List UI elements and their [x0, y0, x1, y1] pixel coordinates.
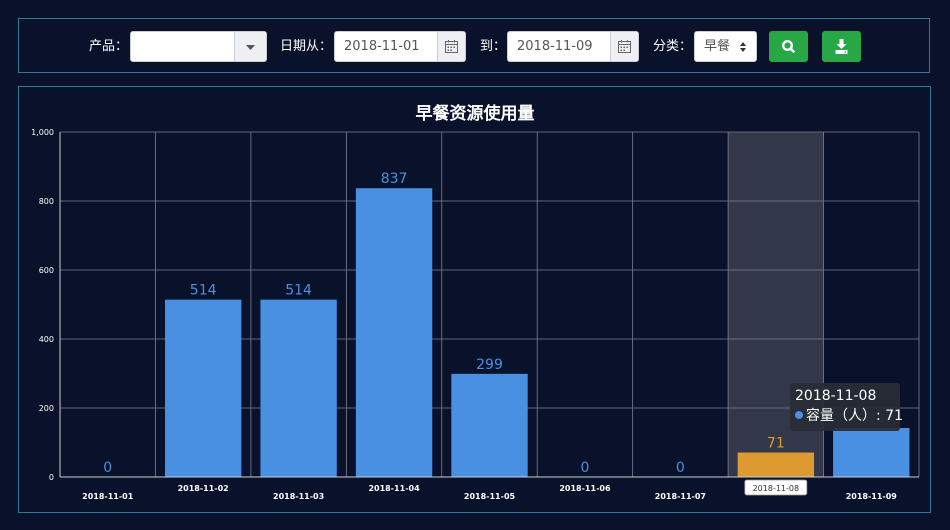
product-dropdown-button[interactable]	[234, 32, 266, 61]
download-icon	[835, 39, 848, 54]
date-to-calendar-button[interactable]	[610, 32, 638, 61]
x-tick-label: 2018-11-07	[655, 492, 706, 501]
category-select-value: 早餐	[704, 39, 731, 54]
product-label: 产品：	[89, 39, 129, 54]
bar-data-label: 0	[676, 460, 685, 476]
bar	[164, 299, 242, 477]
bar	[833, 428, 910, 477]
series-color-dot	[795, 411, 803, 419]
caret-down-icon	[246, 45, 255, 50]
x-tick-label: 2018-11-04	[368, 484, 420, 493]
bar-data-label: 0	[103, 460, 112, 476]
bar-data-label: 514	[285, 283, 312, 299]
bar	[737, 452, 815, 477]
x-tick-label: 2018-11-01	[82, 492, 134, 501]
date-to-input[interactable]: 2018-11-09	[507, 31, 639, 62]
chart-tooltip: 2018-11-08 容量（人）: 71	[790, 383, 903, 431]
calendar-icon	[618, 40, 631, 53]
y-tick-label: 400	[39, 335, 54, 344]
x-tick-label: 2018-11-05	[464, 492, 516, 501]
product-select[interactable]	[130, 31, 267, 62]
date-to-label: 到：	[480, 39, 507, 54]
bar-data-label: 0	[580, 460, 589, 476]
search-button[interactable]	[769, 31, 808, 62]
calendar-icon	[445, 40, 458, 53]
category-label: 分类：	[653, 39, 693, 54]
select-arrows-icon	[740, 42, 746, 52]
download-button[interactable]	[822, 31, 861, 62]
x-tick-label: 2018-11-06	[559, 484, 611, 493]
bar-data-label: 837	[381, 171, 408, 187]
chart-title: 早餐资源使用量	[416, 103, 535, 124]
y-tick-label: 200	[39, 404, 54, 413]
date-from-calendar-button[interactable]	[437, 32, 465, 61]
tooltip-series-value: 容量（人）: 71	[806, 408, 903, 424]
bar-data-label: 514	[190, 283, 217, 299]
search-icon	[781, 39, 795, 53]
x-tick-label: 2018-11-08	[753, 484, 800, 493]
x-tick-label: 2018-11-02	[178, 484, 229, 493]
date-from-label: 日期从：	[280, 39, 333, 54]
bar	[355, 188, 433, 478]
bar	[260, 299, 337, 477]
filter-panel: 产品： 日期从： 2018-11-01 到： 2018-	[18, 18, 930, 73]
x-tick-label-tag	[744, 479, 808, 496]
x-tick-label: 2018-11-09	[846, 492, 898, 501]
category-select[interactable]: 早餐	[694, 31, 757, 62]
y-tick-label: 800	[39, 197, 54, 206]
x-tick-label: 2018-11-03	[273, 492, 324, 501]
date-from-value: 2018-11-01	[344, 39, 420, 54]
y-tick-label: 1,000	[31, 128, 54, 137]
bar-data-label: 299	[476, 357, 503, 373]
bar	[451, 373, 528, 477]
y-tick-label: 0	[49, 473, 54, 482]
tooltip-date: 2018-11-08	[795, 388, 877, 404]
chart-panel	[18, 86, 931, 513]
bar-data-label: 71	[767, 436, 785, 452]
date-from-input[interactable]: 2018-11-01	[334, 31, 466, 62]
y-tick-label: 600	[39, 266, 54, 275]
date-to-value: 2018-11-09	[517, 39, 593, 54]
